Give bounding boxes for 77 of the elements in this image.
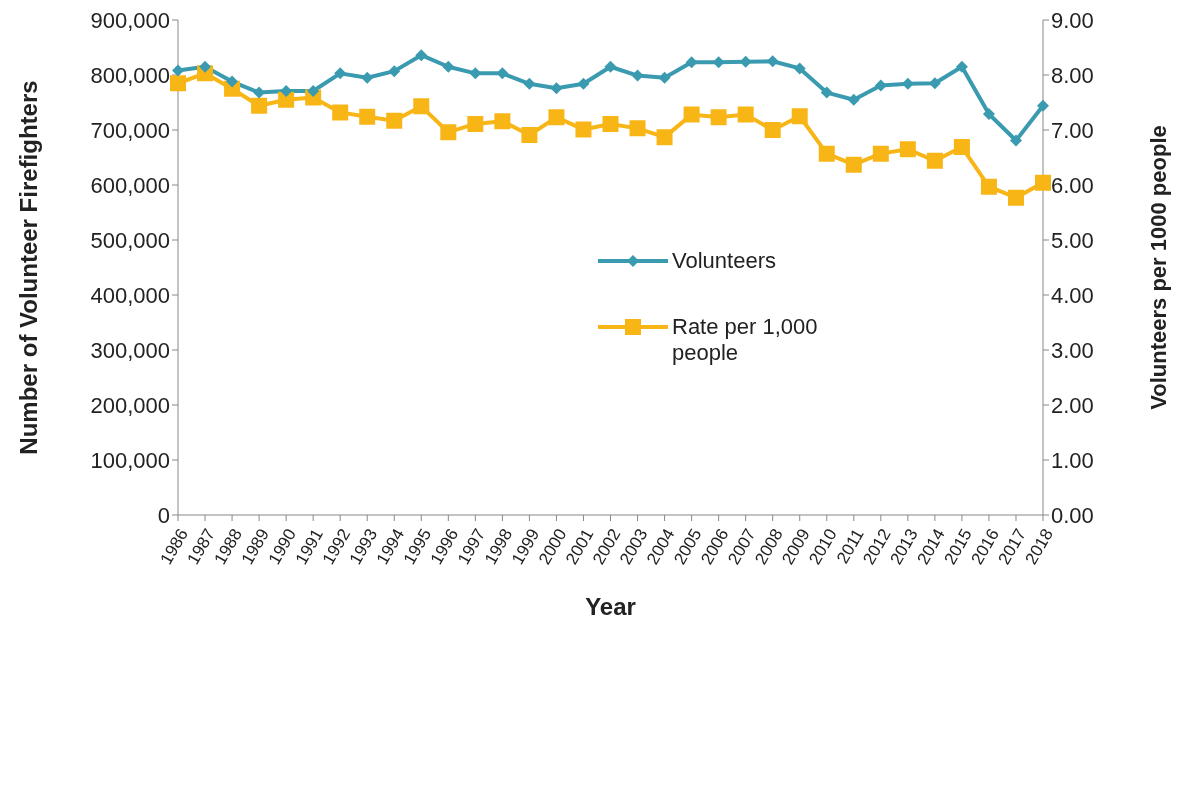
point	[467, 115, 484, 132]
y2-tick-label: 0.00	[1051, 502, 1094, 528]
point	[874, 79, 887, 92]
point	[334, 67, 347, 80]
point	[575, 121, 592, 138]
legend-label: Rate per 1,000 people	[672, 314, 819, 366]
point	[1035, 174, 1051, 191]
y-tick-label: 500,000	[90, 227, 170, 253]
y-tick-label: 800,000	[90, 62, 170, 88]
point	[953, 139, 970, 156]
point	[442, 60, 455, 73]
y-tick-label: 600,000	[90, 172, 170, 198]
y2-axis-title: Volunteers per 1000 people	[1145, 125, 1171, 410]
point	[872, 145, 889, 162]
point	[629, 120, 646, 137]
point	[199, 60, 212, 73]
y2-tick-label: 8.00	[1051, 62, 1094, 88]
y-tick-label: 900,000	[90, 7, 170, 33]
point	[280, 84, 293, 97]
y2-tick-label: 2.00	[1051, 392, 1094, 418]
point	[604, 60, 617, 73]
point	[550, 82, 563, 95]
y2-tick-label: 9.00	[1051, 7, 1094, 33]
y-tick-label: 700,000	[90, 117, 170, 143]
y2-tick-label: 3.00	[1051, 337, 1094, 363]
y-tick-label: 0	[157, 502, 170, 528]
y-axis-title: Number of Volunteer Firefighters	[14, 80, 42, 455]
point	[388, 65, 401, 78]
point	[818, 145, 835, 162]
point	[172, 64, 184, 77]
y2-tick-label: 5.00	[1051, 227, 1094, 253]
legend-label: Volunteers	[672, 248, 777, 274]
point	[332, 104, 349, 121]
point	[1007, 189, 1024, 206]
point	[521, 126, 538, 143]
y-tick-label: 300,000	[90, 337, 170, 363]
point	[683, 106, 700, 123]
y2-tick-label: 1.00	[1051, 447, 1094, 473]
point	[737, 106, 754, 123]
point	[1009, 134, 1022, 147]
point	[820, 86, 833, 99]
y-tick-label: 400,000	[90, 282, 170, 308]
point	[656, 129, 673, 146]
x-axis-title: Year	[585, 593, 636, 620]
point	[926, 152, 943, 169]
point	[845, 156, 862, 173]
point	[440, 124, 457, 141]
point	[577, 77, 590, 90]
point	[1037, 99, 1049, 112]
point	[226, 75, 239, 88]
point	[899, 141, 916, 158]
point	[359, 108, 376, 125]
point	[764, 122, 781, 138]
y2-tick-label: 4.00	[1051, 282, 1094, 308]
point	[170, 75, 186, 92]
point	[494, 113, 511, 130]
point	[982, 108, 995, 121]
point	[361, 71, 374, 84]
point	[278, 91, 295, 108]
y-tick-label: 100,000	[90, 447, 170, 473]
point	[415, 49, 428, 62]
point	[307, 84, 320, 97]
point	[793, 62, 806, 75]
point	[413, 98, 430, 115]
point	[548, 109, 565, 126]
point	[980, 178, 997, 195]
y2-tick-label: 7.00	[1051, 117, 1094, 143]
point	[523, 77, 536, 90]
y2-tick-label: 6.00	[1051, 172, 1094, 198]
point	[602, 115, 619, 132]
point	[710, 109, 727, 126]
point	[386, 112, 403, 129]
point	[251, 97, 268, 114]
y-tick-label: 200,000	[90, 392, 170, 418]
point	[847, 93, 860, 106]
point	[791, 108, 808, 125]
point	[955, 60, 968, 73]
